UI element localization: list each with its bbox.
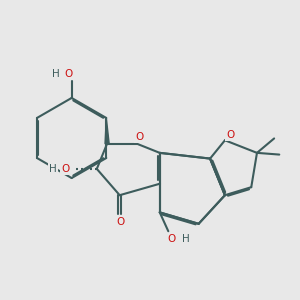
Text: H: H (49, 164, 57, 174)
Text: O: O (226, 130, 235, 140)
Text: O: O (116, 217, 124, 226)
Text: O: O (136, 132, 144, 142)
Text: O: O (64, 69, 73, 79)
Text: O: O (167, 234, 175, 244)
Text: H: H (52, 69, 59, 79)
Text: H: H (182, 234, 189, 244)
Polygon shape (105, 118, 109, 144)
Text: O: O (61, 164, 70, 174)
